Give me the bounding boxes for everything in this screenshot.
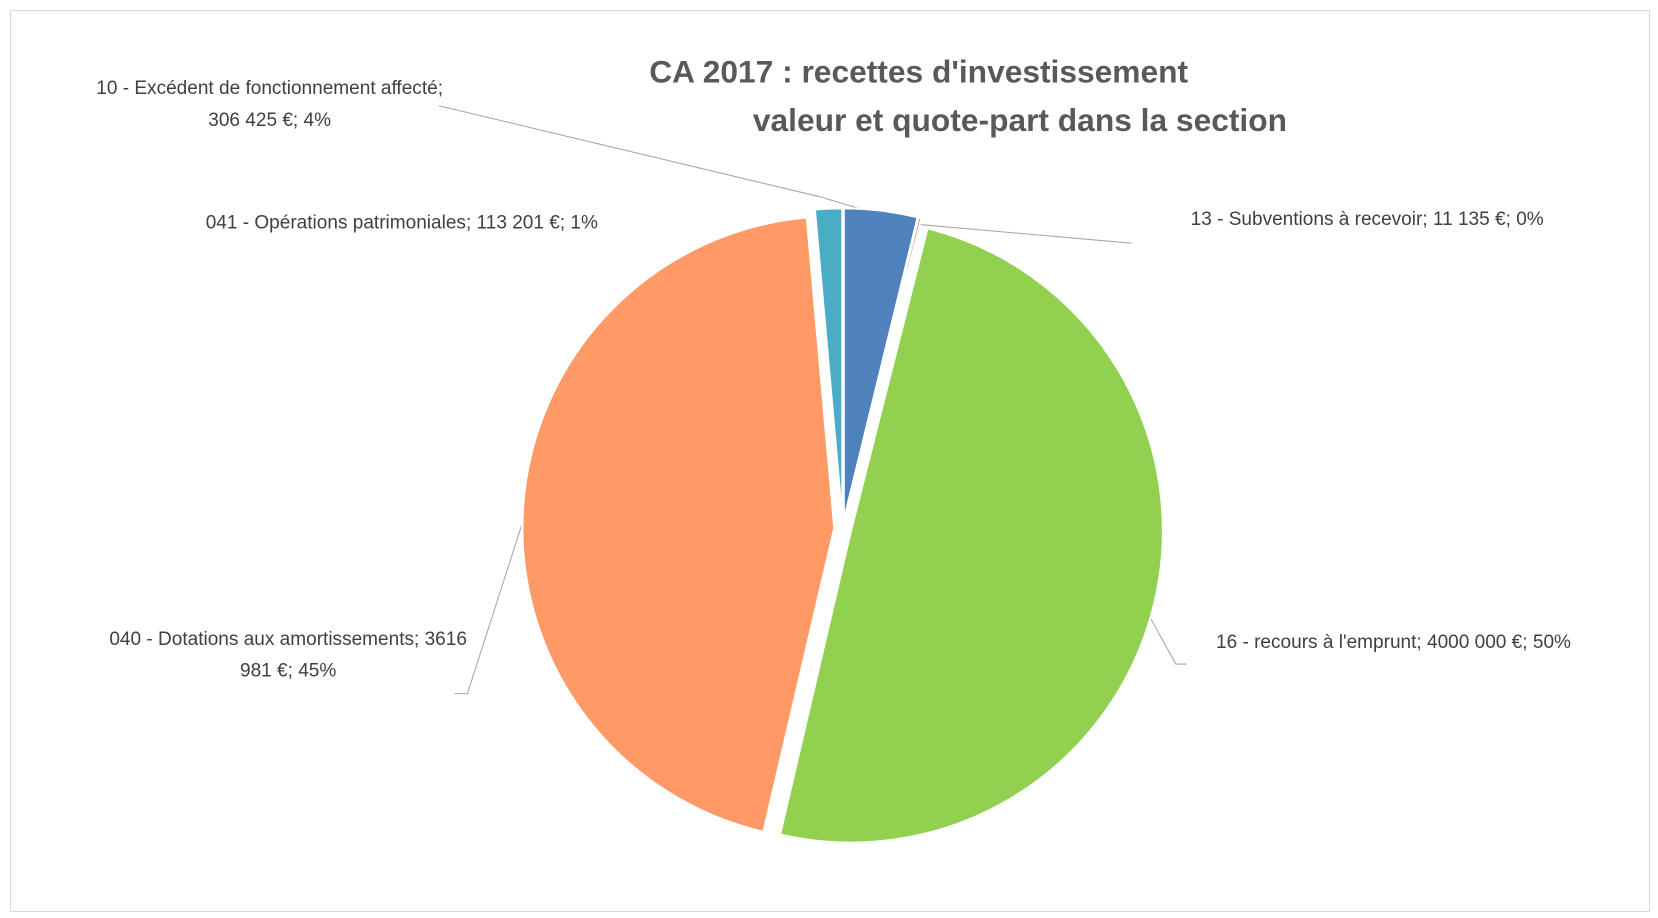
separator: ; — [292, 108, 304, 131]
pie-slice — [778, 227, 1164, 844]
category-label: 10 - Excédent de fonctionnement affecté — [96, 77, 438, 99]
percent-label: 1% — [570, 211, 598, 233]
category-label: 13 - Subventions à recevoir — [1190, 208, 1423, 230]
value-label: 306 425 € — [208, 108, 293, 131]
data-label: 10 - Excédent de fonctionnement affecté;… — [85, 72, 455, 135]
percent-label: 45% — [298, 659, 337, 681]
separator: ; — [465, 211, 477, 233]
separator: ; — [287, 659, 299, 681]
pie-slice — [813, 207, 844, 521]
category-label: 040 - Dotations aux amortissements — [109, 628, 415, 650]
leader-line — [1141, 602, 1187, 665]
separator: ; — [437, 77, 444, 99]
category-label: 16 - recours à l'emprunt — [1216, 631, 1417, 653]
chart-subtitle: valeur et quote-part dans la section — [752, 103, 1287, 139]
percent-label: 50% — [1532, 631, 1571, 653]
value-label: 11 135 € — [1432, 208, 1506, 230]
separator: ; — [1422, 208, 1433, 230]
chart-title: CA 2017 : recettes d'investissement — [649, 54, 1189, 90]
pie-slice — [521, 216, 836, 834]
separator: ; — [1416, 631, 1428, 653]
percent-label: 4% — [303, 108, 332, 131]
separator: ; — [1522, 631, 1533, 653]
category-label: 041 - Opérations patrimoniales — [205, 211, 466, 233]
separator: ; — [414, 628, 425, 650]
data-label: 041 - Opérations patrimoniales; 113 201 … — [169, 206, 634, 238]
value-label: 3616 981 € — [239, 628, 467, 681]
value-label: 4000 000 € — [1427, 631, 1523, 653]
chart-frame — [10, 10, 1651, 913]
data-label: 040 - Dotations aux amortissements; 3616… — [106, 623, 471, 686]
value-label: 113 201 € — [476, 211, 560, 233]
separator: ; — [1505, 208, 1517, 230]
pie-slice — [843, 216, 923, 521]
percent-label: 0% — [1516, 208, 1544, 230]
pie-slice — [842, 207, 919, 521]
separator: ; — [559, 211, 571, 233]
leader-line — [915, 223, 1132, 244]
data-label: 13 - Subventions à recevoir; 11 135 €; 0… — [1191, 203, 1544, 235]
data-label: 16 - recours à l'emprunt; 4000 000 €; 50… — [1216, 626, 1571, 658]
leader-line — [454, 503, 530, 695]
